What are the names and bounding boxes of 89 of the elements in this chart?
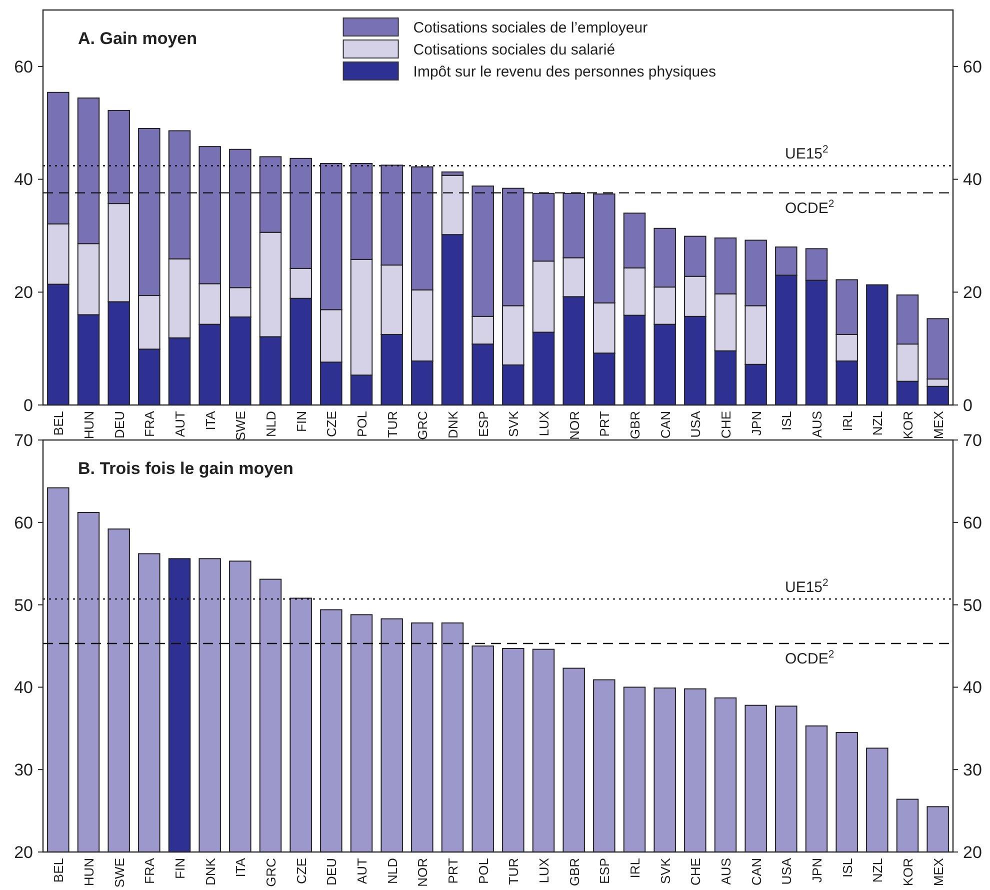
x-tick-label: MEX [930,410,946,440]
x-tick-label: TUR [384,411,400,438]
y2-tick-label: 30 [963,760,982,780]
y-tick-label: 70 [14,430,33,450]
x-tick-label: HUN [82,411,96,440]
y-tick-label: 0 [24,396,33,415]
y2-tick-label: 0 [963,396,972,415]
x-tick-label: JPN [748,411,764,436]
x-tick-label: NZL [870,858,886,883]
y2-tick-label: 50 [963,596,982,615]
x-tick-label: CHE [688,858,704,886]
x-tick-label: JPN [810,858,824,883]
x-tick-label: SVK [658,858,673,884]
x-tick-label: GRC [264,858,278,887]
y-tick-label: 50 [14,596,33,615]
y2-tick-label: 60 [963,57,982,76]
x-tick-label: CAN [748,858,764,886]
ref-line-label: OCDE$^{2}$ [785,648,834,668]
x-tick-label: ITA [202,410,218,430]
y2-tick-label: 40 [963,170,982,190]
x-tick-label: FIN [172,858,188,879]
x-tick-label: ESP [476,411,491,438]
x-tick-label: ISL [779,411,794,431]
y-tick-label: 40 [14,170,33,190]
x-tick-label: GBR [628,411,642,440]
x-tick-label: NOR [566,411,582,440]
x-tick-label: NLD [264,411,278,438]
x-tick-label: AUS [810,410,824,438]
y2-tick-label: 70 [963,430,982,450]
text: A. Gain moyen [78,29,198,48]
x-tick-label: AUS [718,858,734,885]
x-tick-label: CAN [658,411,673,438]
ref-line-label: UE15$^{2}$ [785,144,829,163]
y2-tick-label: 40 [963,678,982,698]
y2-tick-label: 20 [963,283,982,302]
x-tick-label: BEL [51,858,66,883]
x-tick-label: LUX [536,858,552,884]
x-tick-label: MEX [930,858,946,886]
x-tick-label: DEU [324,858,340,886]
x-tick-label: NLD [384,858,400,884]
x-tick-label: ISL [840,858,855,878]
y2-tick-label: 20 [963,842,982,862]
x-tick-label: GBR [566,858,582,886]
y-tick-label: 20 [14,283,33,302]
x-tick-label: SVK [506,410,522,438]
x-tick-label: DNK [446,410,460,438]
x-tick-label: IRL [840,411,855,432]
x-tick-label: NOR [415,858,430,887]
text: B. Trois fois le gain moyen [78,459,294,478]
x-tick-label: CHE [718,410,734,438]
x-tick-label: USA [688,410,704,438]
ref-line-label: OCDE$^{2}$ [785,198,834,217]
x-tick-label: POL [354,411,370,438]
x-tick-label: FRA [142,858,158,884]
x-tick-label: FIN [294,411,309,432]
y-tick-label: 20 [14,842,33,862]
x-tick-label: FRA [142,410,158,437]
x-tick-label: PRT [446,858,460,884]
x-tick-label: KOR [900,858,916,886]
x-tick-label: SWE [233,410,248,441]
legend-label: Cotisations sociales du salarié [413,41,616,58]
x-tick-label: ESP [597,858,612,884]
x-tick-label: IRL [628,858,642,878]
x-tick-label: USA [779,858,794,885]
x-tick-label: NZL [870,411,886,436]
y-tick-label: 60 [14,57,33,76]
y-tick-label: 60 [14,513,33,532]
x-tick-label: PRT [597,410,612,437]
ref-line-label: UE15$^{2}$ [785,577,829,596]
x-tick-label: AUT [172,410,188,437]
x-tick-label: GRC [415,411,430,440]
x-tick-label: CZE [294,858,309,884]
x-tick-label: KOR [900,411,916,440]
x-tick-label: HUN [82,858,96,886]
y2-tick-label: 60 [963,513,982,532]
x-tick-label: TUR [506,858,522,885]
x-tick-label: SWE [112,858,127,888]
legend-label: Impôt sur le revenu des personnes physiques [413,63,716,80]
x-tick-label: BEL [51,411,66,436]
y-tick-label: 30 [14,760,33,780]
y-tick-label: 40 [14,678,33,698]
x-tick-label: LUX [536,410,552,436]
x-tick-label: AUT [354,858,370,884]
x-tick-label: CZE [324,410,340,437]
x-tick-label: DEU [112,411,127,438]
x-tick-label: DNK [202,858,218,886]
x-tick-label: ITA [233,858,248,878]
x-tick-label: POL [476,858,491,884]
legend-label: Cotisations sociales de l’employeur [413,19,648,36]
